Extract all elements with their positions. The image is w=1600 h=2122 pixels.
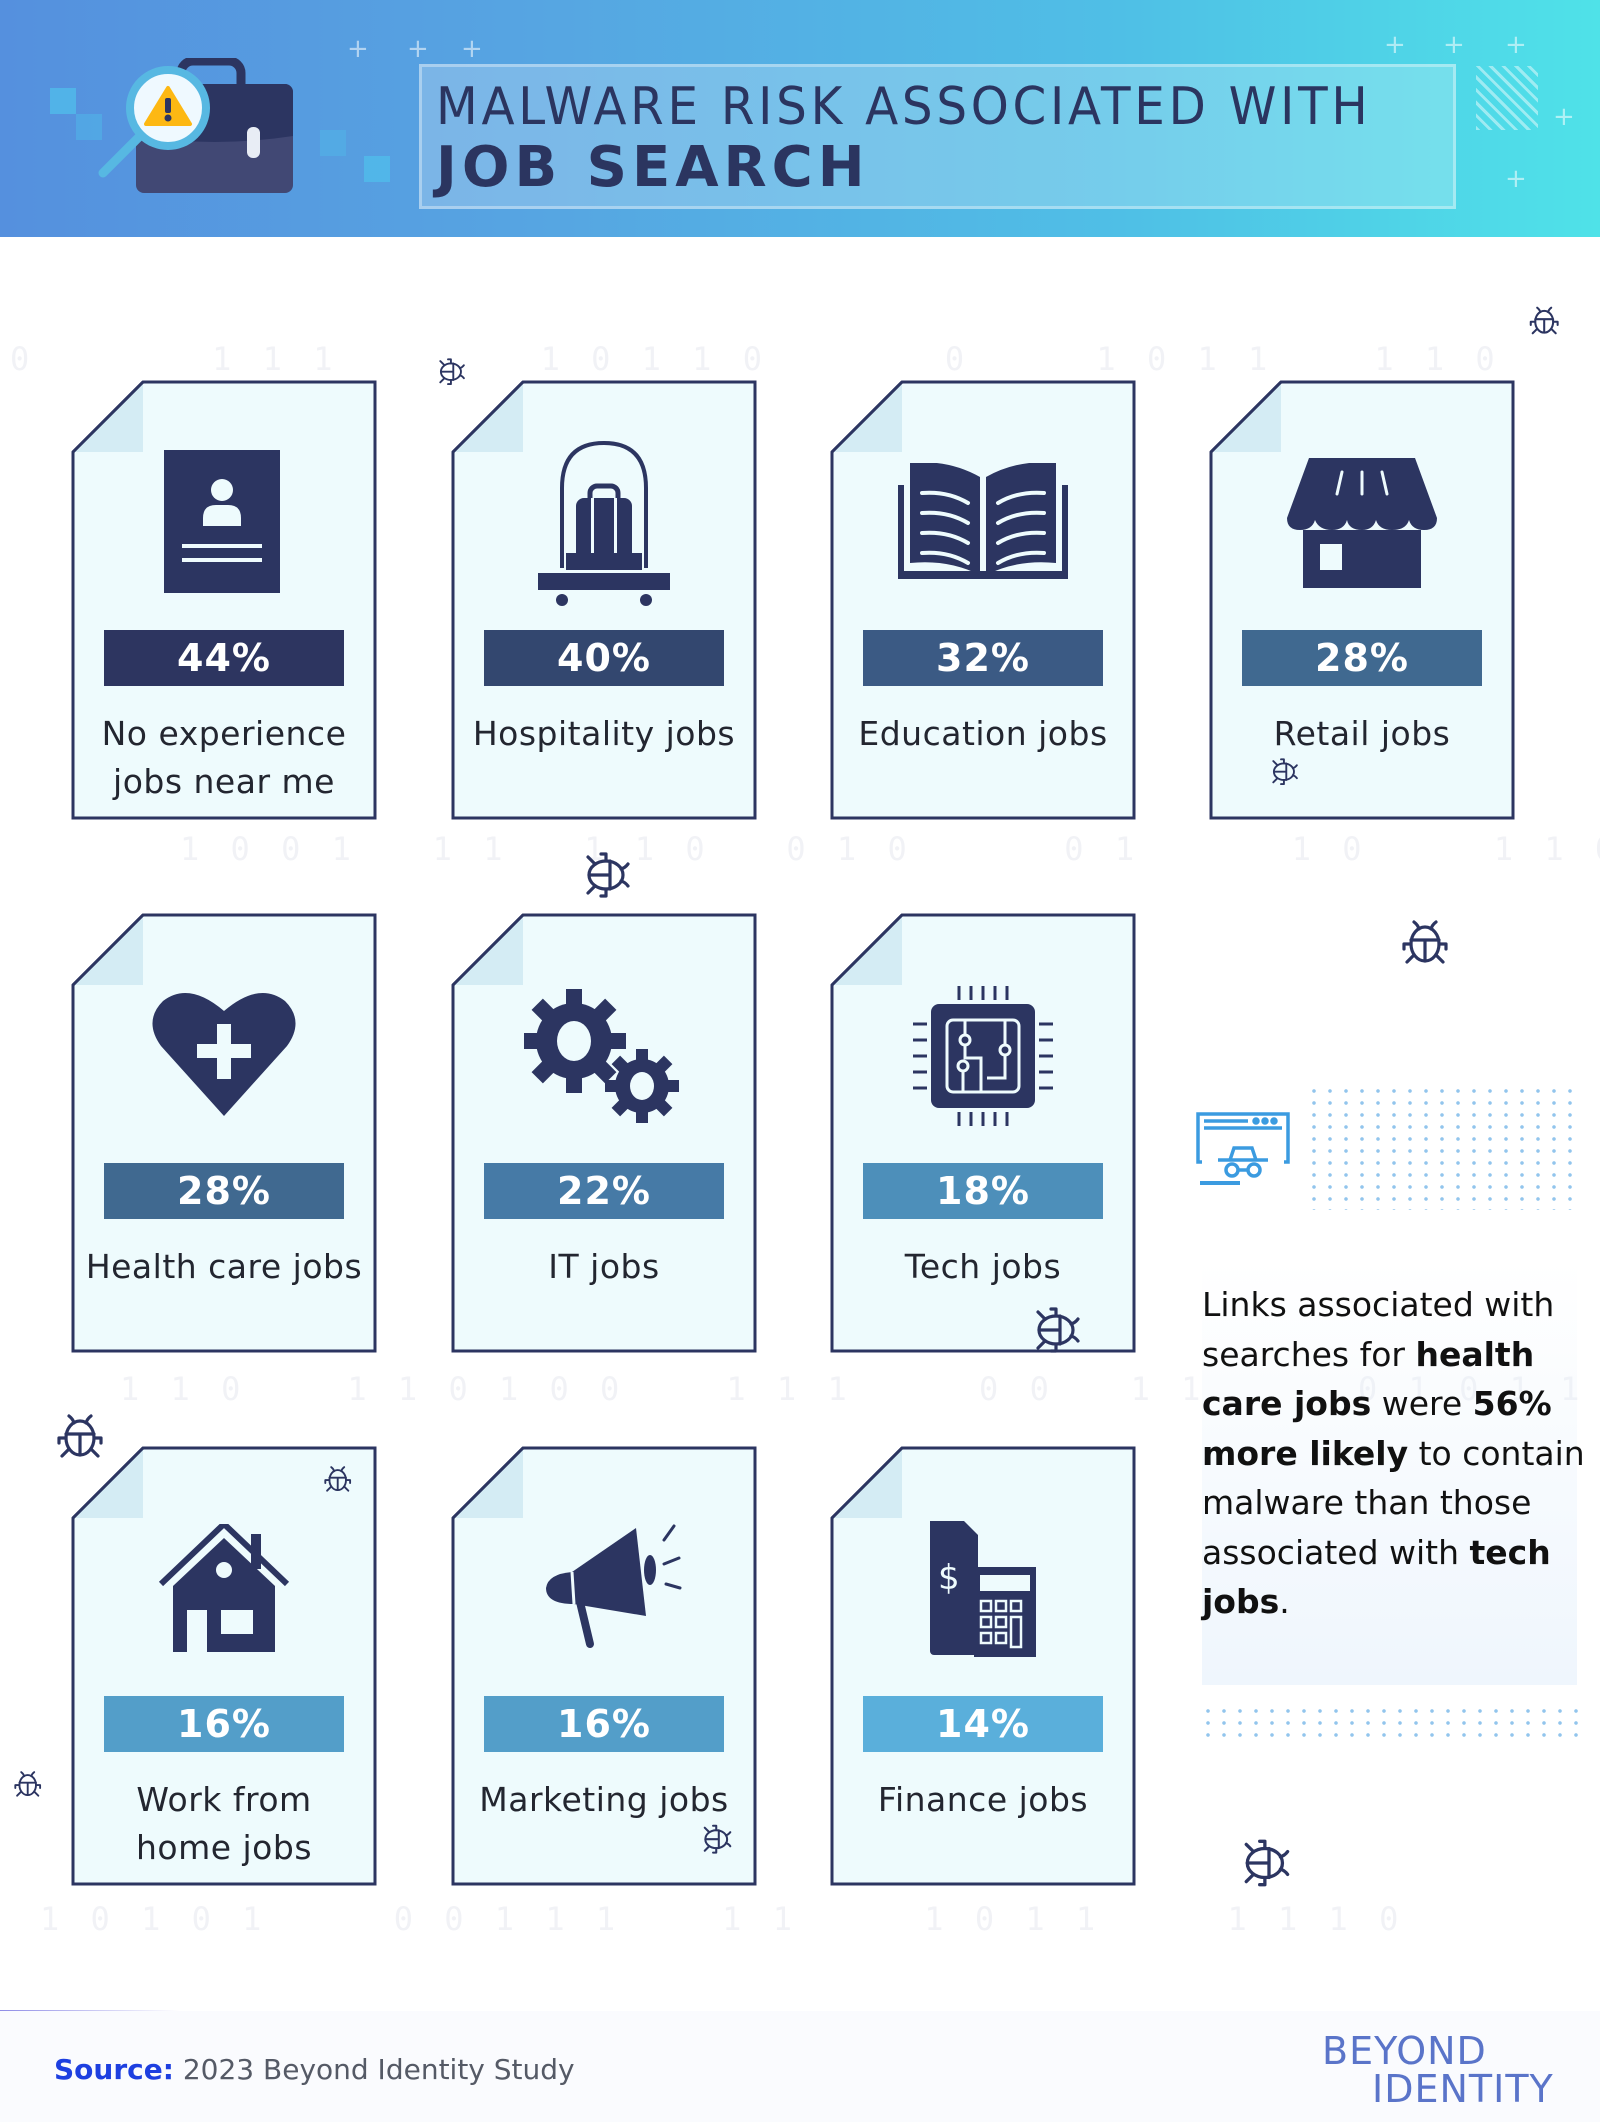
- bug-icon: [10, 1765, 56, 1811]
- percent-bar: 16%: [484, 1696, 724, 1752]
- finance-calculator-icon: $: [830, 1506, 1136, 1671]
- percent-bar: 44%: [104, 630, 344, 686]
- percent-bar: 16%: [104, 1696, 344, 1752]
- percent-bar: 32%: [863, 630, 1103, 686]
- hatch-decoration: [1476, 66, 1538, 130]
- percent-bar: 28%: [104, 1163, 344, 1219]
- heart-plus-icon: [71, 973, 377, 1138]
- card-finance: $ 14% Finance jobs: [830, 1446, 1136, 1886]
- plus-decoration: +: [461, 34, 483, 64]
- bug-icon: [320, 1460, 366, 1506]
- binary-texture: 1 0 0 1 1 1 1 1 0 0 1 0 0 1 1 0 1 1 0 1 …: [180, 830, 1600, 868]
- bug-icon: [580, 845, 640, 905]
- card-marketing: 16% Marketing jobs: [451, 1446, 757, 1886]
- plus-decoration: +: [1443, 30, 1465, 60]
- card-label: IT jobs: [548, 1247, 660, 1286]
- bug-icon: [690, 1820, 738, 1868]
- card-hospitality: 40% Hospitality jobs: [451, 380, 757, 820]
- plus-decoration: +: [1553, 102, 1575, 132]
- percent-bar: 40%: [484, 630, 724, 686]
- card-label: Hospitality jobs: [472, 714, 736, 753]
- pixel-decoration: [320, 130, 346, 156]
- binary-texture: 1 0 1 0 1 0 0 1 1 1 1 1 1 0 1 1 1 1 1 0: [40, 1900, 1405, 1938]
- card-label: Tech jobs: [904, 1247, 1062, 1286]
- card-no-experience: 44% No experience jobs near me: [71, 380, 377, 820]
- accent-rule: [1200, 1181, 1240, 1185]
- card-work-from-home: 16% Work from home jobs: [71, 1446, 377, 1886]
- card-label: No experience jobs near me: [101, 714, 347, 801]
- house-icon: [71, 1506, 377, 1671]
- plus-decoration: +: [1384, 30, 1406, 60]
- card-education: 32% Education jobs: [830, 380, 1136, 820]
- resume-icon: [71, 440, 377, 605]
- pixel-decoration: [76, 114, 102, 140]
- card-retail: 28% Retail jobs: [1209, 380, 1515, 820]
- callout-background: [1202, 1260, 1577, 1685]
- plus-decoration: +: [1505, 164, 1527, 194]
- plus-decoration: +: [407, 34, 429, 64]
- bug-icon: [1525, 300, 1573, 348]
- card-label: Retail jobs: [1273, 714, 1451, 753]
- binary-texture: 0 1 1 1 1 0 1 1 0 0 1 0 1 1 1 1 0: [10, 340, 1501, 378]
- footer: [0, 2011, 1600, 2122]
- page-title-line1: MALWARE RISK ASSOCIATED WITH: [436, 77, 1372, 137]
- svg-text:$: $: [938, 1558, 960, 1598]
- source-text: 2023 Beyond Identity Study: [182, 2053, 575, 2086]
- card-label: Education jobs: [858, 714, 1108, 753]
- title-box: MALWARE RISK ASSOCIATED WITH JOB SEARCH: [419, 64, 1456, 209]
- card-tech: 18% Tech jobs: [830, 913, 1136, 1353]
- card-label: Marketing jobs: [479, 1780, 729, 1819]
- page-title-line2: JOB SEARCH: [436, 135, 870, 200]
- source-label: Source:: [54, 2053, 174, 2086]
- header-banner: + + + + + + + + MALWARE RISK ASSOCIATED …: [0, 0, 1600, 237]
- open-book-icon: [830, 440, 1136, 605]
- bug-icon: [1030, 1300, 1090, 1360]
- card-label: Finance jobs: [877, 1780, 1089, 1819]
- percent-bar: 14%: [863, 1696, 1103, 1752]
- card-label: Work from home jobs: [135, 1780, 313, 1867]
- pixel-decoration: [364, 156, 390, 182]
- luggage-cart-icon: [451, 440, 757, 606]
- card-label: Health care jobs: [85, 1247, 363, 1286]
- gears-icon: [451, 973, 757, 1138]
- bug-icon: [1238, 1832, 1300, 1894]
- dot-pattern: [1306, 1085, 1576, 1210]
- source-citation: Source: 2023 Beyond Identity Study: [54, 2053, 575, 2086]
- incognito-browser-icon: [1196, 1112, 1290, 1178]
- percent-bar: 18%: [863, 1163, 1103, 1219]
- plus-decoration: +: [1505, 30, 1527, 60]
- briefcase-warning-icon: [98, 58, 293, 193]
- storefront-icon: [1209, 440, 1515, 605]
- bug-icon: [1258, 754, 1304, 800]
- plus-decoration: +: [347, 34, 369, 64]
- bug-icon: [50, 1404, 110, 1464]
- megaphone-icon: [451, 1506, 757, 1671]
- percent-bar: 22%: [484, 1163, 724, 1219]
- callout-text: Links associated with searches for healt…: [1202, 1285, 1585, 1621]
- card-health-care: 28% Health care jobs: [71, 913, 377, 1353]
- percent-bar: 28%: [1242, 630, 1482, 686]
- beyond-identity-logo: BEYOND IDENTITY: [1322, 2029, 1554, 2111]
- bug-icon: [1395, 910, 1455, 970]
- bug-icon: [425, 354, 471, 400]
- pixel-decoration: [50, 88, 76, 114]
- dot-pattern: [1200, 1705, 1580, 1745]
- card-it: 22% IT jobs: [451, 913, 757, 1353]
- microchip-icon: [830, 973, 1136, 1138]
